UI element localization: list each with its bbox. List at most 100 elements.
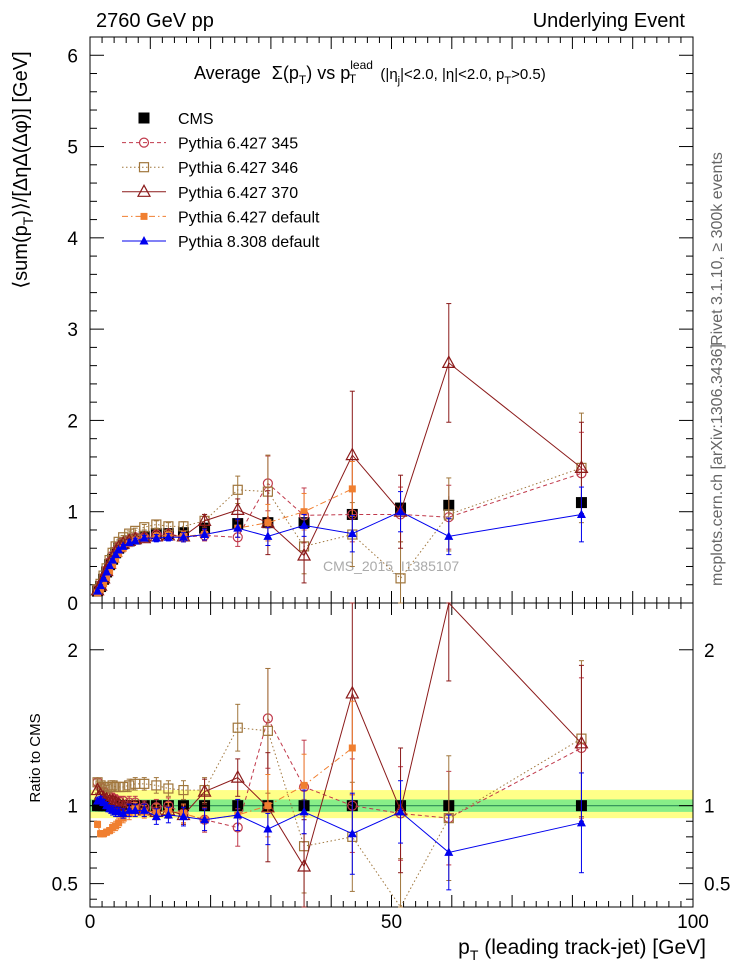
data-point	[130, 805, 140, 814]
data-point	[297, 547, 312, 561]
x-tick-label: 50	[381, 912, 402, 933]
data-point	[199, 800, 211, 812]
data-point	[263, 824, 273, 833]
data-point	[105, 560, 115, 570]
legend-entry: Pythia 6.427 370	[122, 184, 298, 202]
data-point	[264, 802, 272, 810]
legend-marker	[140, 212, 148, 220]
data-point	[111, 549, 121, 559]
data-point	[151, 811, 161, 821]
main-series-group	[90, 303, 589, 604]
data-point	[93, 586, 103, 595]
ratio-series-group	[90, 601, 589, 908]
data-point	[233, 523, 243, 532]
data-point	[264, 519, 272, 527]
legend-entry: Pythia 6.427 345	[122, 136, 298, 153]
data-point	[574, 460, 589, 473]
y-tick-label-main: 0	[67, 594, 78, 615]
legend-entry: CMS	[138, 111, 214, 128]
data-point	[97, 585, 105, 593]
data-point	[163, 532, 173, 541]
data-point	[139, 778, 150, 789]
mcplots-label: mcplots.cern.ch [arXiv:1306.3436]	[709, 344, 726, 586]
data-point	[99, 573, 109, 582]
data-point	[297, 858, 312, 872]
data-point	[102, 566, 112, 576]
header-left: 2760 GeV pp	[96, 10, 214, 32]
data-point	[396, 506, 406, 516]
y-tick-label-ratio-right: 0.5	[704, 875, 730, 896]
analysis-watermark: CMS_2015_I1385107	[323, 558, 459, 574]
data-point	[96, 580, 106, 590]
data-point	[345, 685, 360, 699]
x-tick-label: 100	[677, 912, 709, 933]
data-point	[118, 541, 128, 550]
data-point	[197, 783, 212, 797]
data-point	[444, 531, 454, 540]
y-axis-label-main: ⟨sum(pT)⟩/[ΔηΔ(Δφ)] [GeV]	[10, 51, 36, 288]
legend-marker	[139, 236, 149, 245]
data-point	[100, 580, 108, 588]
data-point	[348, 485, 356, 493]
data-point	[300, 508, 308, 516]
data-point	[232, 722, 243, 733]
data-point	[576, 509, 586, 518]
data-point	[178, 784, 189, 796]
data-point	[233, 810, 243, 819]
y-tick-label-ratio-right: 2	[704, 641, 715, 662]
series-2	[92, 412, 587, 604]
data-point	[178, 532, 188, 541]
data-point	[151, 533, 161, 542]
data-point	[106, 567, 114, 575]
legend-entry: Pythia 8.308 default	[122, 234, 320, 251]
data-point	[347, 528, 357, 538]
legend-label: Pythia 6.427 346	[178, 160, 298, 177]
y-tick-label-main: 5	[67, 138, 78, 159]
legend-label: Pythia 8.308 default	[178, 234, 320, 251]
legend: CMS Pythia 6.427 345 Pythia 6.427 346 Pythi…	[122, 111, 320, 251]
data-point	[230, 502, 245, 515]
data-point	[263, 531, 273, 540]
series-3	[90, 303, 589, 596]
axis-ticks: 0 50 100 0 1 2 3 4 5 6 0.5 0.5 1 1 2 2	[52, 36, 730, 933]
data-point	[574, 735, 589, 749]
y-tick-label-main: 3	[67, 320, 78, 341]
y-tick-label-ratio-right: 1	[704, 797, 715, 818]
data-point	[130, 535, 140, 545]
series-5	[93, 486, 586, 595]
y-axis-label-ratio: Ratio to CMS	[27, 713, 44, 802]
data-point	[118, 808, 128, 817]
data-point	[444, 847, 454, 856]
data-point	[300, 781, 308, 789]
y-tick-label-ratio: 0.5	[52, 875, 78, 896]
legend-label: CMS	[178, 111, 214, 128]
series-1	[92, 667, 587, 866]
data-point	[200, 814, 210, 824]
series-line	[97, 362, 582, 591]
series-5	[93, 772, 586, 891]
data-point	[230, 769, 245, 783]
legend-marker	[138, 137, 150, 148]
data-point	[232, 484, 243, 495]
data-point	[200, 529, 210, 539]
rivet-label: Rivet 3.1.10, ≥ 300k events	[709, 152, 726, 346]
x-tick-label: 0	[85, 912, 96, 933]
legend-label: Pythia 6.427 370	[178, 185, 298, 202]
x-axis-label: pT (leading track-jet) [GeV]	[458, 936, 706, 963]
legend-entry: Pythia 6.427 default	[122, 209, 320, 226]
series-3	[90, 601, 589, 908]
data-point	[124, 805, 134, 814]
data-point	[118, 781, 129, 793]
data-point	[178, 811, 188, 821]
data-point	[299, 806, 309, 816]
data-point	[108, 555, 118, 564]
data-point	[348, 744, 356, 752]
data-point	[115, 550, 123, 558]
chart-title: Average Σ(pT) vs plead T (|ηj|<2.0, |η|<2…	[194, 58, 546, 87]
data-point	[262, 725, 273, 736]
data-point	[345, 447, 360, 461]
data-point	[395, 573, 406, 584]
data-point	[199, 522, 211, 534]
y-tick-label-main: 4	[67, 229, 78, 250]
